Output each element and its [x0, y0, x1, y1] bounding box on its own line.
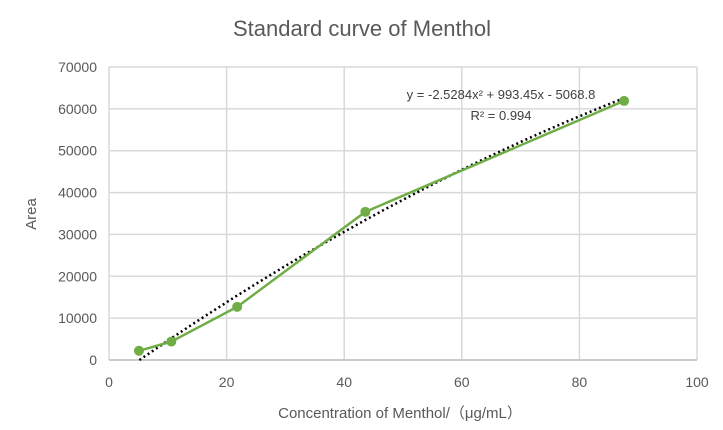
x-tick-label: 60 [454, 374, 470, 390]
data-point [166, 336, 177, 347]
trendline-equation: y = -2.5284x² + 993.45x - 5068.8 [407, 87, 596, 102]
x-tick-label: 80 [572, 374, 588, 390]
y-tick-label: 10000 [58, 310, 97, 326]
x-tick-label: 100 [685, 374, 709, 390]
y-tick-label: 0 [89, 352, 97, 368]
trendline [138, 97, 625, 362]
x-tick-label: 40 [336, 374, 352, 390]
y-tick-label: 70000 [58, 59, 97, 75]
x-tick-label: 20 [219, 374, 235, 390]
y-tick-label: 60000 [58, 101, 97, 117]
data-point [133, 345, 144, 356]
r-squared-label: R² = 0.994 [470, 108, 531, 123]
y-axis-label: Area [23, 198, 40, 230]
y-tick-label: 30000 [58, 226, 97, 242]
data-point [619, 95, 630, 106]
data-point [360, 206, 371, 217]
data-point [232, 301, 243, 312]
series-line [138, 99, 625, 352]
x-axis-label: Concentration of Menthol/（μg/mL） [278, 405, 522, 422]
y-tick-label: 50000 [58, 143, 97, 159]
y-tick-label: 20000 [58, 268, 97, 284]
chart-title: Standard curve of Menthol [233, 16, 491, 41]
x-tick-label: 0 [105, 374, 113, 390]
y-tick-label: 40000 [58, 185, 97, 201]
